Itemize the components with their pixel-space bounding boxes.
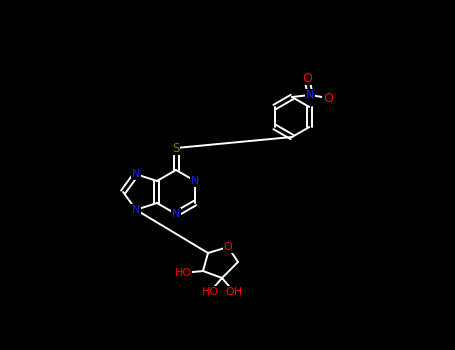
Text: O: O (302, 71, 312, 84)
Text: N: N (132, 205, 140, 215)
Text: HO: HO (202, 287, 218, 297)
Text: N: N (191, 176, 199, 186)
Text: HO: HO (174, 268, 192, 278)
Text: O: O (223, 242, 233, 252)
Text: OH: OH (225, 287, 243, 297)
Text: N: N (172, 209, 180, 219)
Text: N: N (306, 90, 314, 100)
Text: S: S (172, 141, 180, 154)
Text: O: O (323, 91, 333, 105)
Text: N: N (132, 169, 140, 179)
